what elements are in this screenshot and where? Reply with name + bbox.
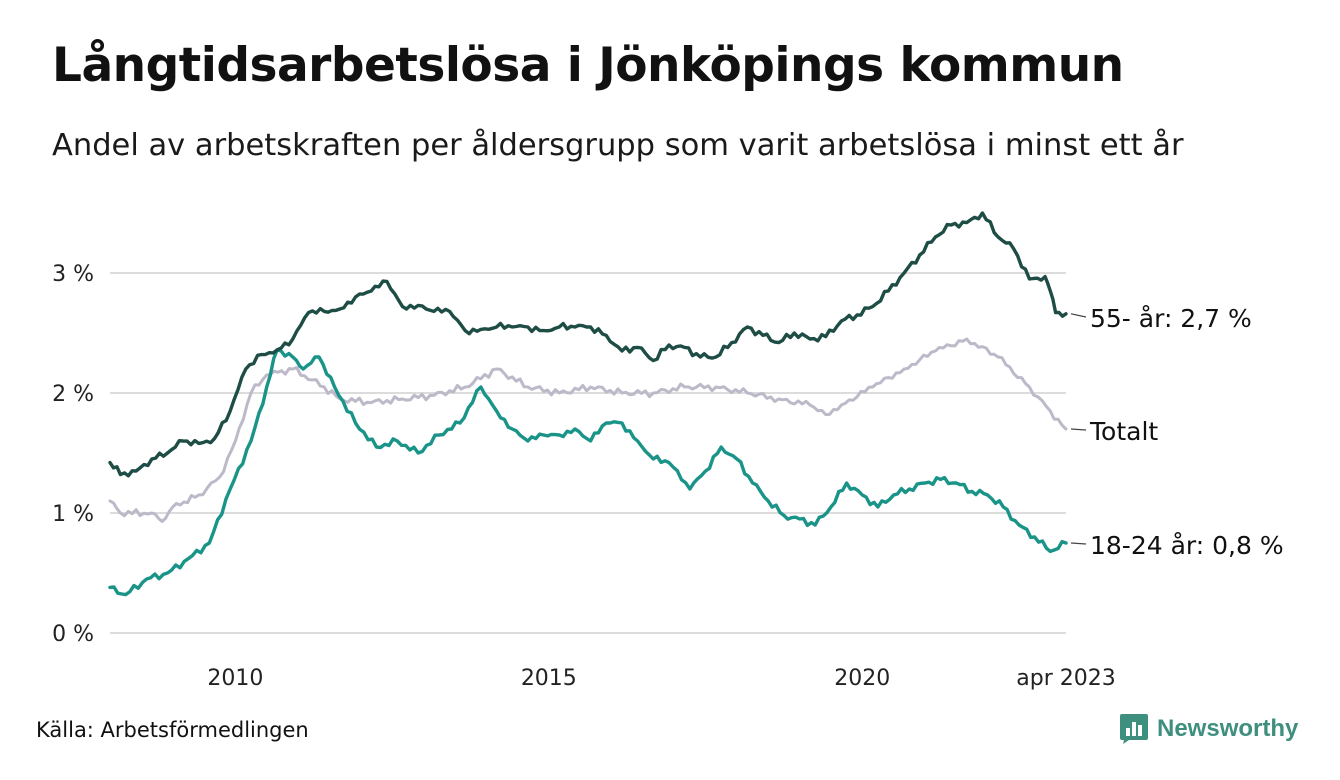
label-leader-line [1070,428,1087,431]
y-tick-label: 2 % [52,382,94,407]
x-axis: 2010 2015 2020 apr 2023 [207,666,1115,691]
series-end-label: 55- år: 2,7 % [1090,304,1252,333]
label-leader-line [1070,313,1087,318]
brand-logo: Newsworthy [1119,712,1298,746]
x-tick-label: 2020 [834,666,890,691]
series-end-labels: 55- år: 2,7 % Totalt 18-24 år: 0,8 % [1070,304,1284,560]
x-tick-label: apr 2023 [1016,666,1115,691]
bar-chart-speech-icon [1120,714,1148,744]
x-tick-label: 2015 [521,666,577,691]
source-note: Källa: Arbetsförmedlingen [36,718,309,742]
y-tick-label: 0 % [52,622,94,647]
gridlines [110,272,1066,634]
chart-title: Långtidsarbetslösa i Jönköpings kommun [52,38,1124,93]
y-tick-label: 3 % [52,262,94,287]
series-line [108,348,1068,597]
series-line [108,211,1068,478]
brand-name: Newsworthy [1157,715,1299,742]
series-end-label: 18-24 år: 0,8 % [1090,531,1284,560]
label-leader-line [1070,542,1087,545]
x-tick-label: 2010 [207,666,263,691]
series-end-label: Totalt [1089,417,1158,446]
series-lines [108,211,1068,597]
chart-subtitle: Andel av arbetskraften per åldersgrupp s… [52,128,1184,163]
y-axis: 0 % 1 % 2 % 3 % [52,262,94,647]
series-line [108,337,1068,523]
y-tick-label: 1 % [52,502,94,527]
